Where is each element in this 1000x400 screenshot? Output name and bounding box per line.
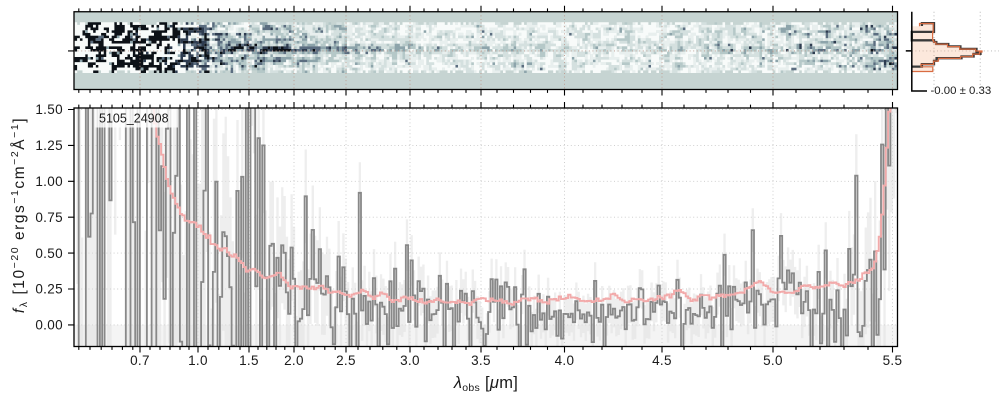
svg-text:2.5: 2.5 — [336, 353, 356, 368]
svg-text:1.25: 1.25 — [35, 138, 63, 153]
svg-text:0.00: 0.00 — [35, 318, 63, 333]
svg-text:0.50: 0.50 — [35, 246, 63, 261]
svg-text:0.25: 0.25 — [35, 282, 63, 297]
svg-text:fλ [10−20 ergs−1cm−2Å−1]: fλ [10−20 ergs−1cm−2Å−1] — [9, 117, 30, 313]
svg-text:4.5: 4.5 — [652, 353, 672, 368]
svg-text:3.0: 3.0 — [400, 353, 420, 368]
svg-text:2.0: 2.0 — [284, 353, 304, 368]
svg-text:5.5: 5.5 — [883, 353, 903, 368]
svg-text:-0.00 ± 0.33: -0.00 ± 0.33 — [931, 85, 992, 97]
svg-text:1.0: 1.0 — [188, 353, 208, 368]
svg-text:5105_24908: 5105_24908 — [99, 112, 169, 126]
svg-text:0.7: 0.7 — [130, 353, 150, 368]
svg-text:4.0: 4.0 — [555, 353, 575, 368]
svg-text:1.50: 1.50 — [35, 102, 63, 117]
svg-text:5.0: 5.0 — [763, 353, 783, 368]
svg-text:1.5: 1.5 — [239, 353, 259, 368]
svg-text:λobs [μm]: λobs [μm] — [453, 374, 518, 394]
svg-text:1.00: 1.00 — [35, 174, 63, 189]
svg-text:3.5: 3.5 — [471, 353, 491, 368]
svg-text:0.75: 0.75 — [35, 210, 63, 225]
